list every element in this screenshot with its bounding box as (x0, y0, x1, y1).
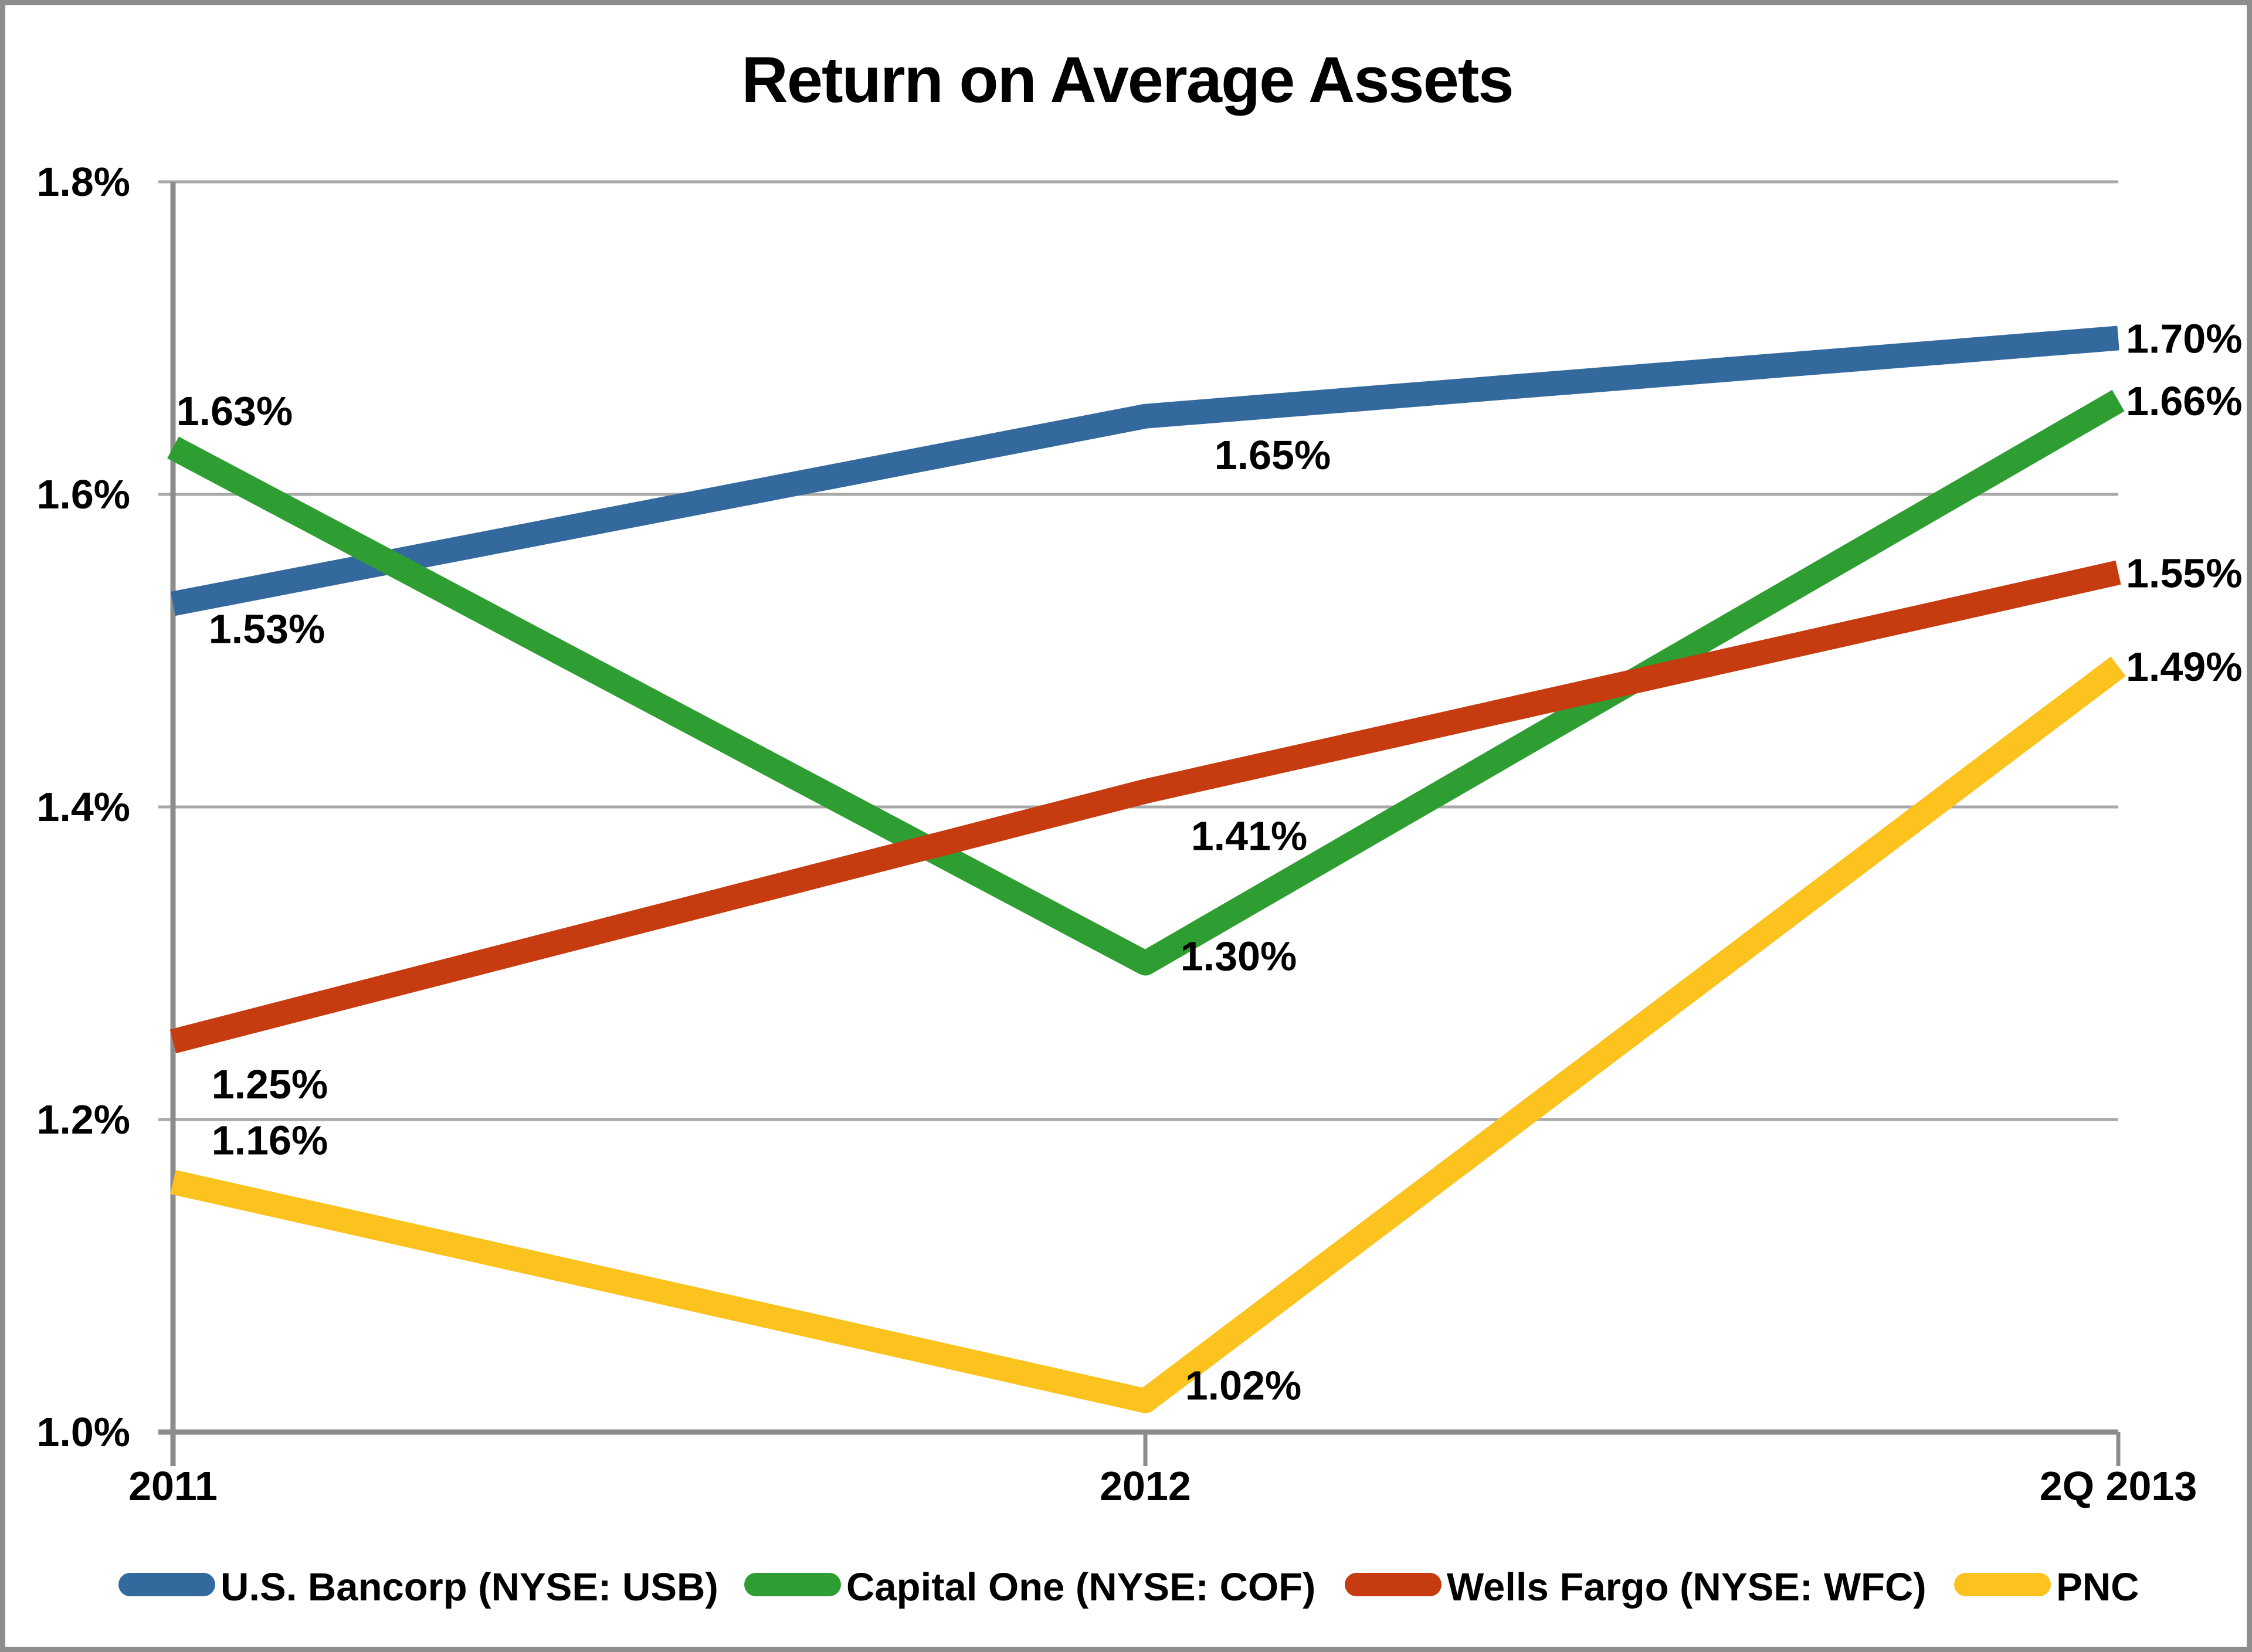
x-tick-label-2011: 2011 (128, 1463, 218, 1509)
legend-marker-u-s-bancorp-nyse-usb (118, 1573, 215, 1596)
data-label-pnc-2q-2013: 1.49% (2126, 644, 2242, 690)
data-label-u-s-bancorp-nyse-usb-2q-2013: 1.70% (2126, 316, 2242, 362)
legend-label-wells-fargo-nyse-wfc: Wells Fargo (NYSE: WFC) (1447, 1565, 1927, 1609)
x-tick-label-2012: 2012 (1100, 1463, 1191, 1509)
data-label-wells-fargo-nyse-wfc-2012: 1.41% (1191, 813, 1307, 859)
data-label-pnc-2011: 1.16% (212, 1118, 328, 1163)
legend-marker-pnc (1954, 1573, 2051, 1596)
y-tick-label-1.6%: 1.6% (36, 471, 130, 517)
data-label-wells-fargo-nyse-wfc-2q-2013: 1.55% (2126, 550, 2242, 596)
series-line-wells-fargo-nyse-wfc (169, 560, 2121, 1054)
legend-marker-capital-one-nyse-cof (744, 1573, 841, 1596)
data-label-capital-one-nyse-cof-2q-2013: 1.66% (2126, 378, 2242, 424)
series-line-capital-one-nyse-cof (167, 389, 2125, 976)
data-label-u-s-bancorp-nyse-usb-2011: 1.53% (209, 606, 325, 652)
legend-label-pnc: PNC (2056, 1565, 2139, 1609)
series-line-u-s-bancorp-nyse-usb (171, 325, 2119, 616)
y-tick-label-1.4%: 1.4% (36, 784, 130, 830)
data-label-capital-one-nyse-cof-2011: 1.63% (177, 388, 293, 434)
data-label-wells-fargo-nyse-wfc-2011: 1.25% (212, 1061, 328, 1107)
data-label-u-s-bancorp-nyse-usb-2012: 1.65% (1215, 432, 1331, 478)
y-tick-label-1.0%: 1.0% (36, 1409, 130, 1455)
data-label-pnc-2012: 1.02% (1185, 1363, 1301, 1409)
legend-marker-wells-fargo-nyse-wfc (1345, 1573, 1442, 1596)
x-tick-label-2q-2013: 2Q 2013 (2040, 1463, 2197, 1509)
legend-label-u-s-bancorp-nyse-usb: U.S. Bancorp (NYSE: USB) (221, 1565, 718, 1609)
y-tick-label-1.2%: 1.2% (36, 1097, 130, 1142)
chart-title: Return on Average Assets (741, 44, 1512, 116)
data-label-capital-one-nyse-cof-2012: 1.30% (1181, 934, 1297, 979)
y-tick-label-1.8%: 1.8% (36, 159, 130, 205)
legend-label-capital-one-nyse-cof: Capital One (NYSE: COF) (846, 1565, 1315, 1609)
series-line-pnc (170, 656, 2126, 1413)
